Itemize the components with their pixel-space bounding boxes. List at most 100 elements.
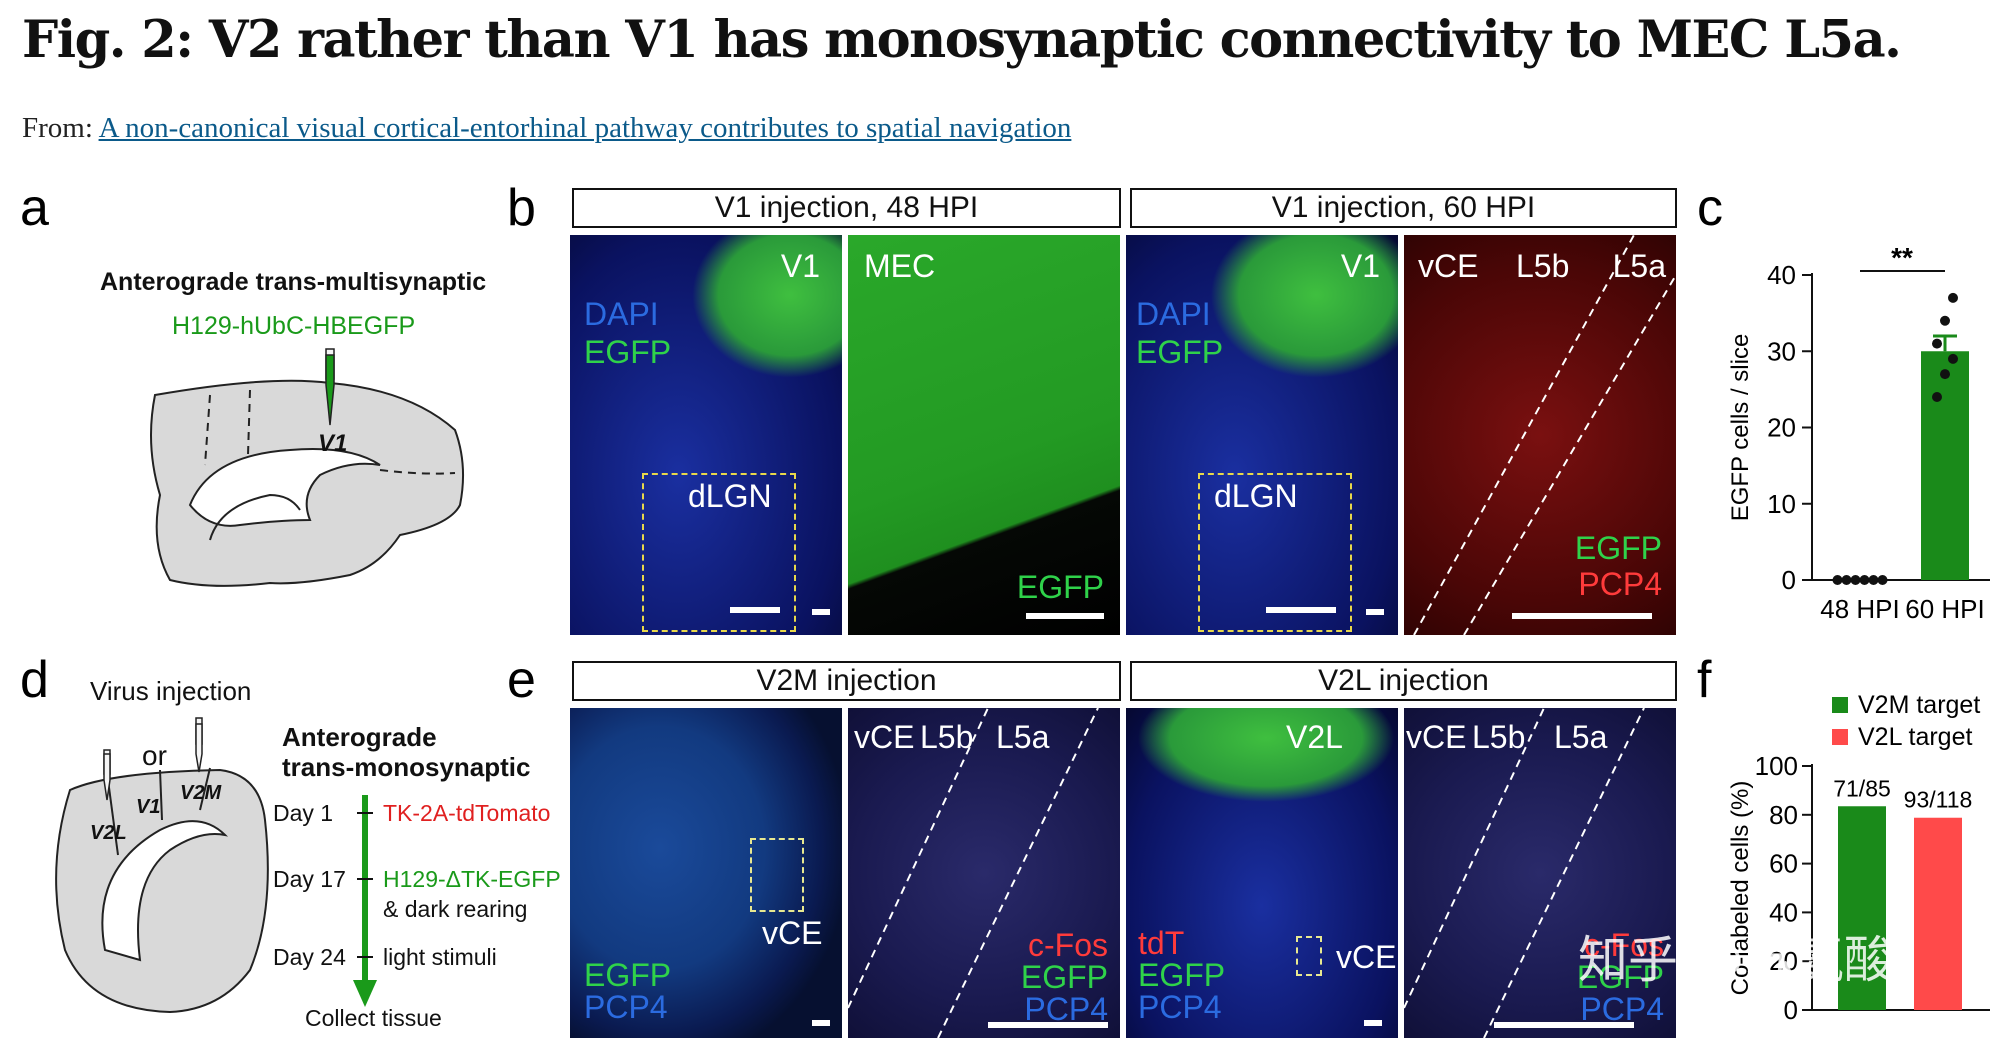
e4-layer-lines xyxy=(1404,708,1645,1038)
e4-vce: vCE xyxy=(1406,719,1467,755)
c-point-1-3 xyxy=(1932,338,1942,349)
b4-scalebar xyxy=(1512,613,1652,619)
c-ytick-label-1: 10 xyxy=(1767,489,1796,519)
f-legend-swatch-0 xyxy=(1832,697,1848,713)
micrograph-e3: V2L vCE tdT EGFP PCP4 xyxy=(1126,708,1398,1038)
b3-inset-label: dLGN xyxy=(1214,478,1298,514)
panel-label-e: e xyxy=(507,651,536,709)
f-legend-label-1: V2L target xyxy=(1858,723,1972,751)
b4-layer-lines xyxy=(1413,235,1676,635)
e2-egfp: EGFP xyxy=(1020,959,1108,995)
e3-vce: vCE xyxy=(1336,939,1397,975)
c-bar-1 xyxy=(1921,351,1969,580)
b4-egfp: EGFP xyxy=(1574,530,1662,566)
micrograph-b1: V1 DAPI EGFP dLGN xyxy=(570,235,842,635)
c-point-1-1 xyxy=(1940,369,1950,380)
b1-egfp: EGFP xyxy=(584,334,672,370)
micrograph-b2: MEC EGFP xyxy=(848,235,1120,635)
b2-region: MEC xyxy=(864,248,936,284)
c-point-0-5 xyxy=(1877,575,1888,585)
step-3-text: light stimuli xyxy=(383,944,497,970)
b4-l5a: L5a xyxy=(1612,248,1666,284)
b4-pcp4: PCP4 xyxy=(1578,566,1662,602)
e2-layer-lines xyxy=(848,708,1099,1038)
panel-d-v2l: V2L xyxy=(90,822,127,844)
figure-title: Fig. 2: V2 rather than V1 has monosynapt… xyxy=(22,10,1902,70)
micrograph-b3: V1 DAPI EGFP dLGN xyxy=(1126,235,1398,635)
panel-e-header-right: V2L injection xyxy=(1130,661,1677,701)
micrograph-e4: vCE L5b L5a c-Fos EGFP PCP4 xyxy=(1404,708,1676,1038)
f-ytick-label-4: 80 xyxy=(1769,800,1798,830)
micrograph-b4: vCE L5b L5a EGFP PCP4 xyxy=(1404,235,1676,635)
from-prefix: From: xyxy=(22,112,93,144)
c-ytick-label-2: 20 xyxy=(1767,413,1796,443)
step-2-day: Day 17 xyxy=(273,866,346,892)
e2-scalebar xyxy=(988,1022,1108,1028)
article-link[interactable]: A non-canonical visual cortical-entorhin… xyxy=(98,112,1072,144)
panel-label-a: a xyxy=(20,179,49,237)
b1-inset-label: dLGN xyxy=(688,478,772,514)
e4-scalebar xyxy=(1494,1022,1634,1028)
c-category-1: 60 HPI xyxy=(1905,594,1985,624)
watermark: 知乎 @苏氨酸 xyxy=(1578,931,1894,989)
brain-coronal-diagram xyxy=(55,717,269,1014)
c-sig-label: ** xyxy=(1891,242,1913,273)
c-ylabel: EGFP cells / slice xyxy=(1727,334,1754,522)
b2-egfp: EGFP xyxy=(1016,569,1104,605)
c-point-0-1 xyxy=(1841,575,1852,585)
panel-a-region: V1 xyxy=(318,430,348,457)
b3-scalebar-small xyxy=(1366,609,1384,615)
b1-inset-box xyxy=(642,473,796,632)
f-legend-swatch-1 xyxy=(1832,729,1848,745)
chart-c: 0 10 20 30 40 EGFP cells / slice 48 HPI 60 HPI *… xyxy=(1727,242,1990,624)
panel-d-heading1: Anterograde xyxy=(282,722,437,752)
panel-d-or: or xyxy=(142,740,167,771)
micrograph-e1: vCE EGFP PCP4 xyxy=(570,708,842,1038)
b3-inset-box xyxy=(1198,473,1352,632)
e4-l5a: L5a xyxy=(1554,719,1608,755)
c-point-0-2 xyxy=(1850,575,1861,585)
c-ytick-label-0: 0 xyxy=(1782,565,1796,595)
step-1-day: Day 1 xyxy=(273,800,334,826)
panel-d-heading2: trans-monosynaptic xyxy=(282,752,531,782)
panel-d-v2m: V2M xyxy=(180,782,222,804)
panel-label-f: f xyxy=(1697,651,1712,709)
panel-b-header-left: V1 injection, 48 HPI xyxy=(572,188,1121,228)
e4-l5b: L5b xyxy=(1472,719,1526,755)
f-bar-label-1: 93/118 xyxy=(1904,787,1973,813)
e1-inset-box xyxy=(750,838,804,912)
panel-e-header-left: V2M injection xyxy=(572,661,1121,701)
panel-d-virus-injection: Virus injection xyxy=(90,676,252,706)
f-ytick-label-0: 0 xyxy=(1784,995,1798,1025)
e3-tdt: tdT xyxy=(1138,925,1185,961)
b1-scalebar-small xyxy=(812,609,830,615)
e3-scalebar xyxy=(1364,1020,1382,1026)
e3-pcp4: PCP4 xyxy=(1138,989,1222,1025)
e1-pcp4: PCP4 xyxy=(584,989,668,1025)
e4-egfp: EGFP xyxy=(1576,959,1664,995)
b3-egfp: EGFP xyxy=(1136,334,1224,370)
b3-dapi: DAPI xyxy=(1136,296,1211,332)
c-ytick-label-4: 40 xyxy=(1767,260,1796,290)
b1-dapi: DAPI xyxy=(584,296,659,332)
step-2-text2: & dark rearing xyxy=(383,896,528,922)
f-bar-1 xyxy=(1914,817,1962,1010)
f-ylabel: Co-labeled cells (%) xyxy=(1727,781,1754,996)
panel-label-b: b xyxy=(507,179,536,237)
c-point-1-4 xyxy=(1940,315,1950,326)
e4-cfos: c-Fos xyxy=(1584,927,1664,963)
source-line: From: A non-canonical visual cortical-en… xyxy=(22,112,1071,145)
b2-scalebar xyxy=(1026,613,1104,619)
panel-a-heading: Anterograde trans-multisynaptic xyxy=(100,268,487,296)
f-bar-0 xyxy=(1838,806,1886,1010)
c-point-1-5 xyxy=(1948,292,1958,303)
timeline-arrow xyxy=(353,795,377,1007)
micrograph-e2: vCE L5b L5a c-Fos EGFP PCP4 xyxy=(848,708,1120,1038)
e1-egfp: EGFP xyxy=(584,957,672,993)
f-ytick-label-5: 100 xyxy=(1755,751,1798,781)
e2-cfos: c-Fos xyxy=(1028,927,1108,963)
b4-vce: vCE xyxy=(1418,248,1479,284)
e2-l5a: L5a xyxy=(996,719,1050,755)
panel-d-v1: V1 xyxy=(136,796,161,818)
b3-scalebar xyxy=(1266,607,1336,613)
